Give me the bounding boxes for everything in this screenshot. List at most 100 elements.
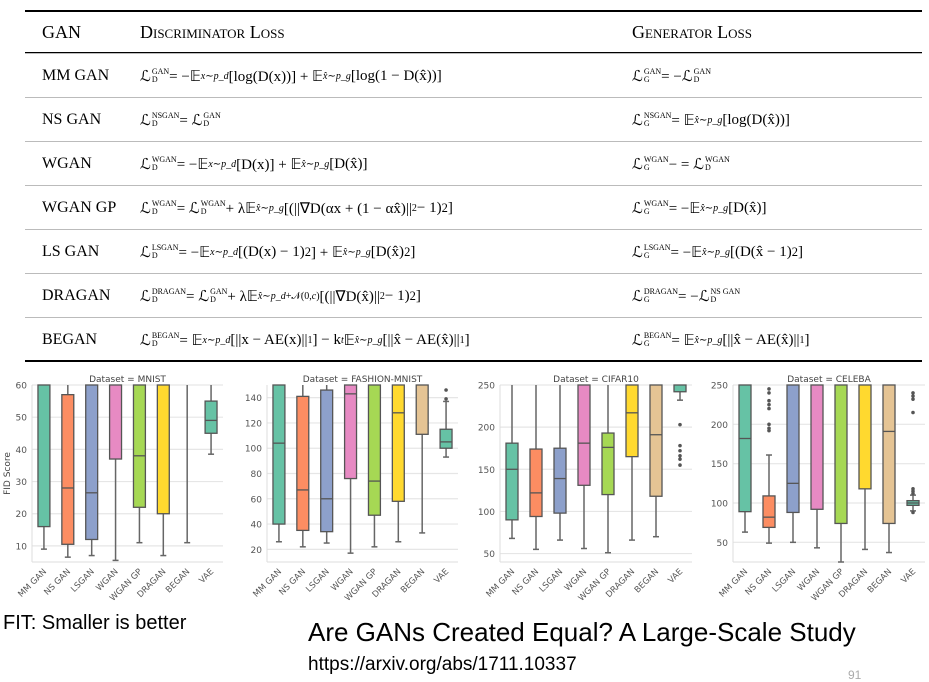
y-tick-label: 200 (478, 424, 495, 434)
panel-title: Dataset = CIFAR10 (553, 375, 639, 385)
gan-name: MM GAN (42, 67, 110, 84)
table-row: LS GAN ℒ LSGAN D = −𝔼 x∼p_d [(D(x) − 1) 2] + … (25, 229, 922, 274)
box (601, 432, 615, 496)
box (649, 384, 663, 497)
y-tick-label: 20 (251, 546, 263, 556)
table-bottom-rule (25, 360, 922, 362)
box (61, 394, 75, 545)
outlier-point (678, 463, 682, 467)
outlier-point (678, 422, 682, 427)
outlier-point (678, 443, 682, 448)
x-tick-label: MM GAN (717, 567, 750, 600)
box (858, 384, 872, 490)
box (37, 384, 51, 528)
table-header: GAN Discriminator Loss Generator Loss (25, 12, 922, 52)
outlier-point (767, 406, 771, 411)
gan-name: LS GAN (42, 243, 100, 260)
box (296, 395, 310, 532)
y-tick-label: 60 (251, 495, 263, 505)
x-tick-label: VAE (666, 567, 685, 586)
outlier-point (444, 388, 448, 392)
y-tick-label: 50 (484, 550, 496, 560)
header-rule (25, 52, 922, 53)
generator-loss-formula: ℒ GAN G = −ℒ GAN D (632, 67, 711, 85)
y-tick-label: 50 (16, 414, 28, 424)
discriminator-loss-formula: ℒ DRAGAN D = ℒ GAN D + λ𝔼 x̂∼p_d+𝒩(0,c) [(||∇D… (140, 287, 421, 305)
box (85, 384, 99, 541)
box (738, 384, 752, 513)
box (343, 384, 358, 480)
box (272, 384, 286, 525)
generator-loss-formula: ℒ DRAGAN G = −ℒ NS GAN D (632, 287, 741, 305)
box (439, 428, 453, 449)
gan-name: BEGAN (42, 331, 98, 348)
outlier-point (767, 402, 771, 407)
gan-name: WGAN GP (42, 199, 117, 216)
panel-title: Dataset = FASHION-MNIST (303, 375, 423, 385)
fid-boxplots: 10 20 30 40 50 60 Dataset = MNIST FID Score MM G… (0, 370, 929, 620)
x-tick-label: BEGAN (399, 567, 427, 595)
generator-loss-formula: ℒ WGAN G = −𝔼 x̂∼p_g [D(x̂)] (632, 199, 767, 217)
x-tick-label: NS GAN (511, 567, 542, 598)
generator-loss-formula: ℒ LSGAN G = −𝔼 x̂∼p_g [(D(x̂ − 1) 2] (632, 243, 803, 261)
outlier-point (678, 457, 682, 461)
box (367, 384, 382, 516)
outlier-point (767, 387, 771, 391)
y-tick-label: 50 (717, 539, 729, 549)
x-tick-label: BEGAN (866, 567, 894, 595)
y-tick-label: 100 (478, 508, 495, 518)
outlier-point (911, 397, 915, 401)
y-axis-label: FID Score (3, 452, 13, 495)
y-tick-label: 80 (251, 470, 263, 480)
paper-url[interactable]: https://arxiv.org/abs/1711.10337 (308, 654, 577, 675)
outlier-point (767, 426, 771, 431)
x-tick-label: LSGAN (538, 567, 566, 595)
y-tick-label: 40 (251, 521, 263, 531)
page-number: 91 (848, 668, 862, 682)
table-row: WGAN GP ℒ WGAN D = ℒ WGAN D + λ𝔼 x̂∼p_g [(||∇D… (25, 185, 922, 230)
box (156, 384, 170, 515)
x-tick-label: MM GAN (484, 567, 517, 600)
box (577, 384, 591, 486)
y-tick-label: 30 (16, 478, 28, 488)
box (786, 384, 800, 514)
x-tick-label: VAE (197, 567, 216, 586)
boxplot-panel: 50 100 150 200 250 Dataset = CIFAR10 MM GANNS … (478, 375, 692, 604)
outlier-point (911, 510, 915, 515)
outlier-point (911, 487, 915, 491)
table-top-rule (25, 10, 922, 12)
header-generator-loss: Generator Loss (632, 21, 752, 42)
boxplot-svg: 10 20 30 40 50 60 Dataset = MNIST FID Score MM G… (3, 375, 925, 604)
box (553, 447, 567, 514)
x-tick-label: NS GAN (277, 567, 308, 598)
outlier-point (911, 391, 915, 395)
x-tick-label: LSGAN (771, 567, 799, 595)
gan-name: WGAN (42, 155, 92, 172)
x-tick-label: BEGAN (633, 567, 661, 595)
x-tick-label: LSGAN (304, 567, 332, 595)
x-tick-label: BEGAN (164, 567, 192, 595)
y-tick-label: 250 (478, 382, 495, 392)
x-tick-label: MM GAN (251, 567, 284, 600)
box (108, 384, 123, 460)
generator-loss-formula: ℒ WGAN G − = ℒ WGAN D (632, 155, 730, 173)
panel-title: Dataset = CELEBA (787, 375, 871, 385)
y-tick-label: 150 (711, 460, 728, 470)
box (882, 384, 896, 525)
y-tick-label: 250 (711, 382, 728, 392)
x-tick-label: MM GAN (16, 567, 49, 600)
box (673, 384, 687, 393)
y-tick-label: 150 (478, 466, 495, 476)
paper-title: Are GANs Created Equal? A Large-Scale St… (308, 617, 856, 647)
boxplot-panel: 10 20 30 40 50 60 Dataset = MNIST FID Score MM G… (3, 375, 223, 604)
box (625, 384, 639, 458)
